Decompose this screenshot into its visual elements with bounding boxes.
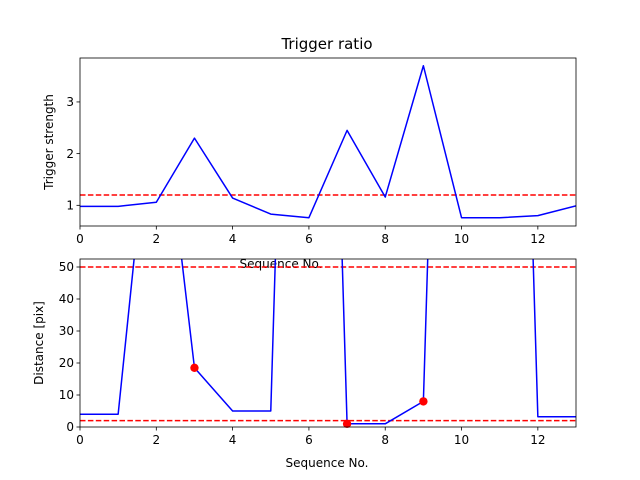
- y-axis-label: Distance [pix]: [32, 301, 46, 385]
- y-tick-label: 0: [66, 420, 74, 434]
- axes-frame: [79, 57, 577, 227]
- x-tick-label: 2: [152, 433, 160, 447]
- y-tick-label: 40: [59, 292, 74, 306]
- marker-point: [342, 419, 352, 428]
- y-tick-label: 20: [59, 356, 74, 370]
- chart-title: Trigger ratio: [280, 35, 372, 53]
- x-tick-label: 0: [76, 433, 84, 447]
- x-tick-label: 12: [530, 433, 545, 447]
- x-tick-label: 6: [305, 433, 313, 447]
- marker-point: [190, 363, 199, 372]
- x-tick-label: 12: [530, 232, 545, 246]
- x-tick-label: 6: [305, 232, 313, 246]
- y-tick-label: 1: [66, 199, 74, 213]
- x-tick-label: 10: [454, 232, 469, 246]
- x-tick-label: 10: [454, 433, 469, 447]
- x-axis-label: Sequence No.: [286, 456, 369, 470]
- x-tick-label: 4: [229, 433, 237, 447]
- x-tick-label: 4: [229, 232, 237, 246]
- x-tick-label: 8: [381, 232, 389, 246]
- y-tick-label: 2: [66, 147, 74, 161]
- axes-frame: [79, 258, 577, 428]
- x-tick-label: 8: [381, 433, 389, 447]
- x-tick-label: 2: [152, 232, 160, 246]
- y-tick-label: 3: [66, 95, 74, 109]
- trigger-ratio-chart: Trigger ratio Sequence No. Trigger stren…: [42, 35, 577, 271]
- y-axis-label: Trigger strength: [42, 94, 56, 191]
- plot-area: [80, 65, 576, 219]
- series-line: [80, 65, 576, 219]
- x-tick-label: 0: [76, 232, 84, 246]
- distance-chart: Sequence No. Distance [pix] 0 2 4 6 8 10 12 0 10…: [32, 258, 577, 470]
- y-tick-label: 30: [59, 324, 74, 338]
- y-tick-label: 10: [59, 388, 74, 402]
- marker-point: [419, 397, 428, 406]
- y-tick-label: 50: [59, 260, 74, 274]
- plot-area: [80, 259, 576, 425]
